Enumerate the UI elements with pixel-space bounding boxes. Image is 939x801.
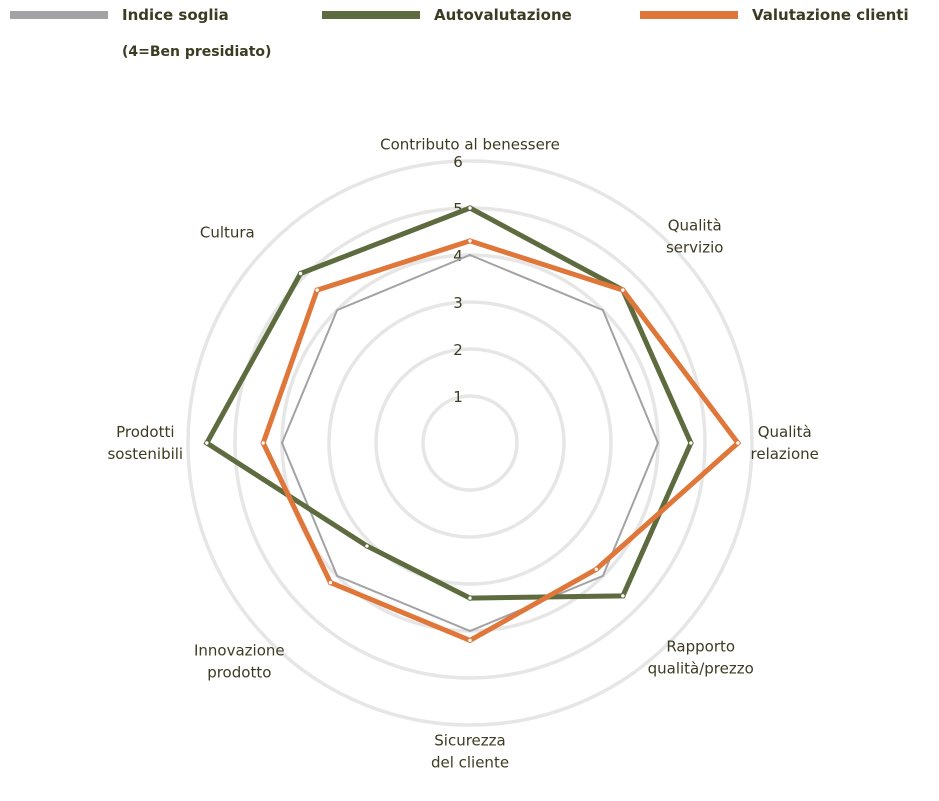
category-label: Prodotti <box>116 423 174 441</box>
category-label: Rapporto <box>666 638 735 656</box>
grid-ring <box>280 253 660 633</box>
tick-label: 3 <box>453 294 463 312</box>
category-label: Sicurezza <box>434 732 505 750</box>
category-label: servizio <box>666 238 723 256</box>
category-label: relazione <box>751 445 819 463</box>
data-point <box>620 287 626 293</box>
legend-item-indice-soglia: Indice soglia <box>10 6 229 24</box>
legend-item-valutazione-clienti: Valutazione clienti <box>640 6 909 24</box>
data-point <box>314 287 320 293</box>
data-point <box>364 543 370 549</box>
category-label: Innovazione <box>194 642 285 660</box>
legend-swatch <box>322 11 420 19</box>
grid-ring <box>186 159 754 727</box>
category-label: Qualità <box>758 423 812 441</box>
category-label: sostenibili <box>107 445 183 463</box>
data-point <box>467 205 473 211</box>
data-point <box>688 440 694 446</box>
data-point <box>467 637 473 644</box>
grid-ring <box>374 347 566 539</box>
tick-label: 6 <box>453 153 463 171</box>
legend-item-autovalutazione: Autovalutazione <box>322 6 572 24</box>
category-label: prodotto <box>207 664 271 682</box>
data-point <box>467 595 473 601</box>
data-point <box>735 440 741 446</box>
series-line-0 <box>280 253 660 633</box>
data-point <box>260 440 266 446</box>
legend-note: (4=Ben presidiato) <box>122 44 272 60</box>
tick-label: 1 <box>453 388 463 406</box>
data-point <box>204 440 210 446</box>
category-label: Contributo al benessere <box>380 135 560 153</box>
legend-label: Valutazione clienti <box>752 6 909 24</box>
grid-ring <box>327 300 613 586</box>
data-point <box>593 566 599 572</box>
category-label: del cliente <box>431 754 509 772</box>
grid-ring <box>421 394 519 492</box>
data-point <box>297 270 304 277</box>
data-point <box>620 593 626 599</box>
category-label: qualità/prezzo <box>648 660 754 678</box>
tick-label: 2 <box>453 341 463 359</box>
legend: Indice soglia (4=Ben presidiato) Autoval… <box>0 0 939 80</box>
legend-swatch <box>640 11 738 19</box>
category-label: Cultura <box>200 223 255 241</box>
category-label: Qualità <box>668 216 722 234</box>
tick-label: 4 <box>453 247 463 265</box>
tick-label: 5 <box>453 200 463 218</box>
grid-ring <box>233 206 707 680</box>
data-point <box>467 238 473 244</box>
legend-label: Autovalutazione <box>434 6 572 24</box>
legend-label: Indice soglia <box>122 6 229 24</box>
data-point <box>327 579 334 586</box>
legend-swatch <box>10 11 108 19</box>
